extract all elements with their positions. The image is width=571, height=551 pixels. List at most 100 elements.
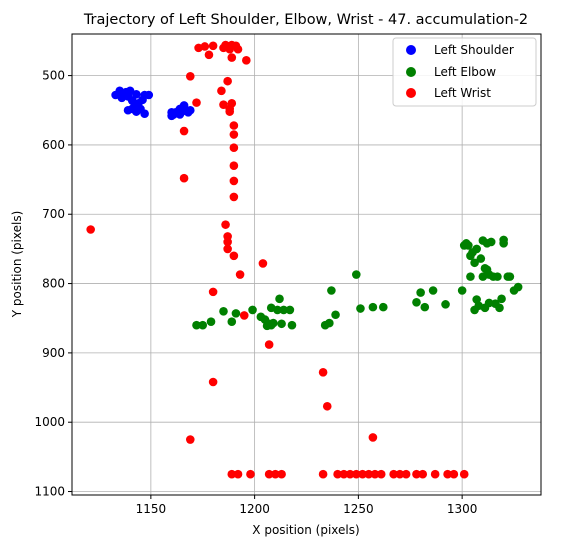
elbow-point (470, 258, 479, 268)
legend-marker-left-wrist (406, 88, 416, 98)
shoulder-point (144, 90, 154, 100)
x-tick-label: 1300 (447, 502, 478, 516)
wrist-point (418, 469, 428, 479)
chart-title: Trajectory of Left Shoulder, Elbow, Wris… (83, 12, 528, 28)
elbow-point (464, 241, 473, 250)
x-tick-label: 1200 (239, 502, 270, 516)
wrist-point (345, 469, 355, 479)
wrist-point (264, 340, 274, 349)
wrist-point (86, 225, 95, 234)
wrist-point (459, 469, 469, 479)
wrist-point (219, 100, 228, 110)
x-tick-label: 1250 (343, 502, 374, 516)
wrist-point (395, 469, 405, 479)
elbow-point (277, 319, 286, 329)
elbow-point (378, 302, 388, 312)
wrist-point (229, 176, 239, 186)
elbow-point (206, 317, 216, 326)
wrist-point (358, 469, 367, 479)
y-axis-label: Y position (pixels) (10, 211, 24, 319)
wrist-point (229, 251, 239, 261)
wrist-point (322, 401, 332, 411)
elbow-point (457, 286, 467, 295)
y-tick-label: 500 (42, 69, 65, 83)
elbow-point (505, 272, 515, 281)
elbow-point (486, 237, 496, 247)
wrist-point (352, 469, 361, 479)
wrist-point (225, 107, 235, 116)
elbow-point (198, 320, 208, 330)
elbow-point (227, 317, 237, 326)
wrist-point (227, 469, 237, 479)
elbow-point (466, 272, 475, 281)
y-tick-label: 600 (42, 138, 65, 152)
elbow-point (356, 304, 365, 313)
y-tick-label: 1000 (34, 415, 65, 429)
legend-marker-left-shoulder (406, 45, 416, 55)
elbow-point (331, 310, 340, 320)
elbow-point (268, 318, 278, 328)
x-tick-label: 1150 (136, 502, 167, 516)
elbow-point (476, 254, 486, 263)
wrist-point (229, 143, 239, 152)
wrist-point (277, 469, 286, 479)
shoulder-point (132, 90, 141, 99)
wrist-point (264, 469, 274, 479)
elbow-point (513, 282, 523, 292)
wrist-point (449, 469, 459, 479)
wrist-point (333, 469, 342, 479)
y-tick-label: 700 (42, 207, 65, 221)
wrist-point (242, 56, 251, 65)
y-tick-label: 900 (42, 346, 65, 360)
grid-layer (72, 34, 541, 495)
ticks-layer: 1150 1200 1250 1300 500 600 700 800 900 1000 1100 (34, 69, 477, 516)
wrist-point (208, 287, 218, 297)
legend: Left Shoulder Left Elbow Left Wrist (392, 37, 537, 107)
elbow-point (428, 286, 438, 295)
wrist-point (208, 41, 218, 51)
elbow-point (420, 302, 430, 312)
wrist-point (200, 42, 210, 51)
wrist-point (179, 126, 189, 136)
legend-marker-left-elbow (406, 67, 416, 77)
legend-label-left-elbow: Left Elbow (434, 65, 496, 79)
wrist-point (376, 469, 386, 479)
shoulder-point (140, 109, 149, 119)
wrist-point (258, 259, 268, 268)
wrist-point (318, 367, 328, 377)
wrist-point (227, 53, 237, 62)
legend-box (392, 37, 537, 107)
elbow-point (327, 286, 336, 295)
wrist-point (401, 469, 411, 479)
elbow-point (279, 305, 288, 315)
elbow-point (412, 297, 421, 307)
x-axis-label: X position (pixels) (252, 523, 359, 537)
wrist-point (229, 130, 239, 139)
wrist-point (430, 469, 440, 479)
elbow-point (493, 272, 502, 281)
wrist-point (221, 220, 230, 229)
wrist-point (233, 469, 243, 479)
wrist-point (239, 311, 249, 320)
legend-label-left-shoulder: Left Shoulder (434, 43, 514, 57)
wrist-point (229, 121, 239, 130)
elbow-point (219, 306, 228, 316)
wrist-point (443, 469, 452, 479)
elbow-point (352, 270, 361, 279)
plot-frame (71, 33, 542, 496)
wrist-point (235, 270, 245, 279)
elbow-point (441, 300, 450, 309)
wrist-point (223, 244, 232, 254)
elbow-point (231, 309, 241, 318)
points-layer (86, 40, 523, 479)
elbow-point (325, 318, 334, 328)
wrist-point (223, 237, 232, 247)
elbow-point (248, 305, 257, 315)
elbow-point (192, 320, 201, 330)
wrist-point (204, 50, 214, 60)
elbow-point (497, 294, 506, 304)
elbow-point (273, 305, 282, 315)
wrist-point (364, 469, 374, 479)
wrist-point (246, 469, 255, 479)
